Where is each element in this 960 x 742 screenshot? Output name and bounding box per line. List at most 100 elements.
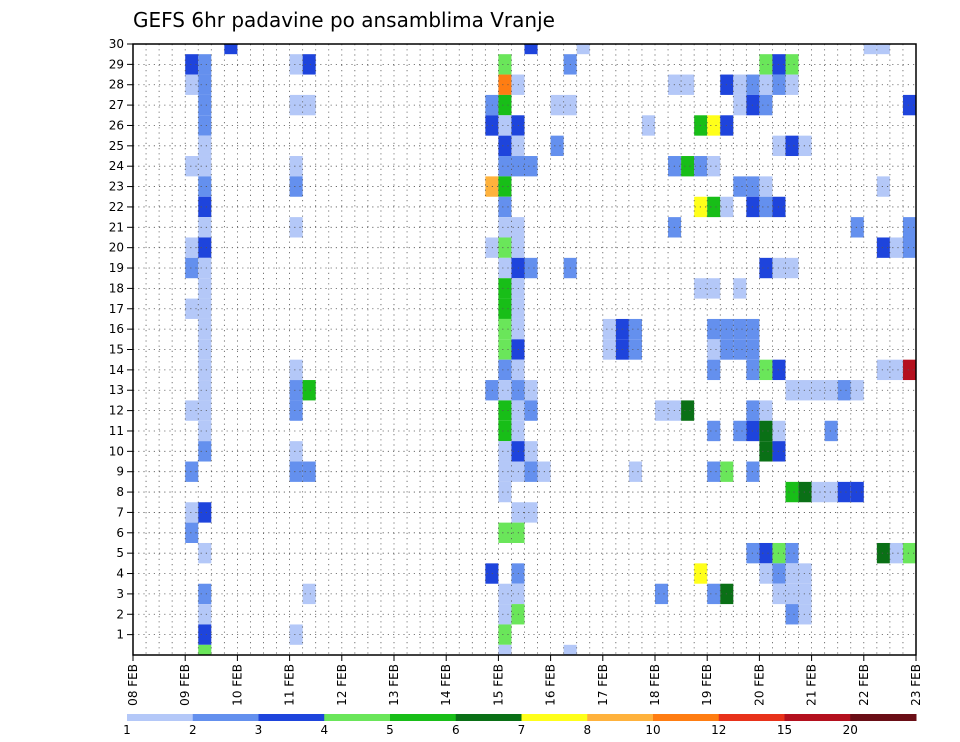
precip-cell bbox=[785, 563, 799, 584]
precip-cell bbox=[185, 74, 199, 95]
precip-cell bbox=[185, 257, 199, 279]
precip-cell bbox=[302, 94, 316, 116]
precip-cell bbox=[811, 380, 825, 401]
precip-cell bbox=[759, 176, 773, 197]
precip-cell bbox=[759, 542, 773, 564]
precip-cell bbox=[498, 196, 512, 218]
precip-cell bbox=[289, 176, 303, 197]
colorbar-label: 2 bbox=[189, 723, 197, 737]
precip-cell bbox=[733, 74, 747, 95]
precip-cell bbox=[798, 135, 812, 157]
precip-cell bbox=[498, 400, 512, 421]
y-axis-ticks: 1234567891011121314151617181920212223242… bbox=[109, 37, 133, 642]
precip-cell bbox=[498, 237, 512, 258]
precip-cell bbox=[850, 380, 864, 401]
precip-cell bbox=[733, 318, 747, 340]
precip-cell bbox=[498, 135, 512, 157]
precip-cell bbox=[733, 278, 747, 299]
x-tick-label: 19 FEB bbox=[700, 664, 714, 706]
precip-cell bbox=[185, 237, 199, 258]
precip-cell bbox=[198, 583, 212, 605]
precip-cell bbox=[681, 156, 695, 177]
precip-cell bbox=[759, 441, 773, 462]
precip-cell bbox=[198, 196, 212, 218]
precip-cell bbox=[198, 441, 212, 462]
precip-cell bbox=[198, 420, 212, 442]
precip-cell bbox=[198, 339, 212, 360]
precip-cell bbox=[302, 461, 316, 482]
precip-cell bbox=[798, 380, 812, 401]
precip-cell bbox=[655, 400, 669, 421]
precip-cell bbox=[759, 257, 773, 279]
precip-cell bbox=[707, 420, 721, 442]
precip-cell bbox=[185, 461, 199, 482]
precip-cell bbox=[524, 257, 538, 279]
precip-cell bbox=[302, 583, 316, 605]
colorbar-segment bbox=[784, 714, 851, 721]
precip-cell bbox=[602, 339, 616, 360]
y-tick-label: 29 bbox=[109, 57, 124, 71]
precip-cell bbox=[198, 542, 212, 564]
precip-cell bbox=[889, 542, 903, 564]
chart-title: GEFS 6hr padavine po ansamblima Vranje bbox=[133, 8, 555, 32]
precip-cell bbox=[876, 542, 890, 564]
colorbar-label: 3 bbox=[255, 723, 263, 737]
y-tick-label: 6 bbox=[116, 526, 124, 540]
precip-cell bbox=[785, 135, 799, 157]
grid-layer bbox=[133, 43, 916, 655]
precip-cell bbox=[785, 74, 799, 95]
precip-cell bbox=[707, 156, 721, 177]
precip-cell bbox=[185, 502, 199, 523]
colorbar: 1 2 3 4 5 6 7 8 10 12 15 20 bbox=[123, 714, 917, 737]
y-tick-label: 5 bbox=[116, 546, 124, 560]
colorbar-label: 4 bbox=[320, 723, 328, 737]
precip-cell bbox=[563, 644, 577, 655]
colorbar-label: 10 bbox=[645, 723, 660, 737]
y-tick-label: 7 bbox=[116, 505, 124, 519]
precip-cell bbox=[759, 400, 773, 421]
y-tick-label: 30 bbox=[109, 37, 124, 51]
y-tick-label: 8 bbox=[116, 485, 124, 499]
precip-cell bbox=[498, 420, 512, 442]
precip-cell bbox=[198, 318, 212, 340]
y-tick-label: 2 bbox=[116, 607, 124, 621]
precip-cell bbox=[524, 441, 538, 462]
precip-cell bbox=[185, 298, 199, 319]
precip-cell bbox=[524, 156, 538, 177]
precip-cell bbox=[185, 54, 199, 75]
colorbar-segment bbox=[850, 714, 917, 721]
precip-cell bbox=[707, 115, 721, 136]
y-tick-label: 14 bbox=[109, 363, 124, 377]
precip-cell bbox=[902, 217, 916, 238]
precip-cell bbox=[785, 380, 799, 401]
precip-cell bbox=[850, 481, 864, 503]
y-tick-label: 15 bbox=[109, 343, 124, 357]
precip-cell bbox=[198, 400, 212, 421]
colorbar-segment bbox=[324, 714, 391, 721]
colorbar-label: 15 bbox=[777, 723, 792, 737]
precip-cell bbox=[785, 481, 799, 503]
colorbar-segment bbox=[455, 714, 522, 721]
precip-cell bbox=[524, 380, 538, 401]
precip-cell bbox=[498, 54, 512, 75]
precip-cell bbox=[837, 481, 851, 503]
x-tick-label: 08 FEB bbox=[126, 664, 140, 706]
precip-cell bbox=[498, 441, 512, 462]
precip-cell bbox=[198, 298, 212, 319]
precip-cell bbox=[498, 481, 512, 503]
precip-cell bbox=[785, 54, 799, 75]
precip-cell bbox=[289, 359, 303, 381]
precip-cell bbox=[798, 481, 812, 503]
precip-cell bbox=[198, 644, 212, 655]
precip-cell bbox=[498, 380, 512, 401]
x-tick-label: 21 FEB bbox=[805, 664, 819, 706]
precip-cell bbox=[759, 420, 773, 442]
precip-cells-layer bbox=[185, 44, 916, 655]
precip-cell bbox=[798, 604, 812, 625]
precip-cell bbox=[785, 583, 799, 605]
x-tick-label: 20 FEB bbox=[752, 664, 766, 706]
precip-cell bbox=[902, 542, 916, 564]
precip-cell bbox=[498, 278, 512, 299]
precip-cell bbox=[798, 563, 812, 584]
precip-cell bbox=[785, 257, 799, 279]
